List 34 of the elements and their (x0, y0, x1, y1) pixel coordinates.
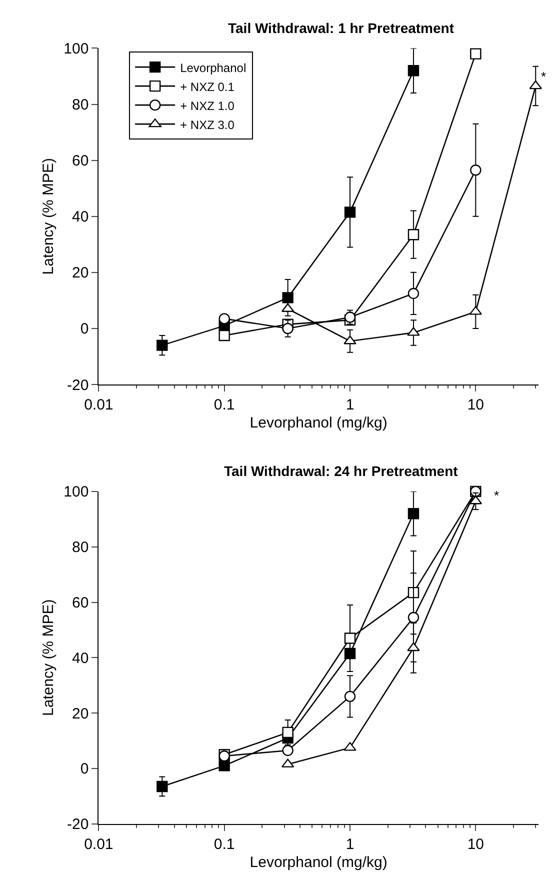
x-tick-label: 0.01 (84, 396, 114, 414)
x-tick-label: 10 (467, 396, 484, 414)
x-tick-label: 1 (346, 396, 354, 414)
y-tick-label: 80 (72, 96, 89, 114)
chart-title: Tail Withdrawal: 1 hr Pretreatment (228, 20, 454, 36)
y-tick-label: 80 (72, 539, 89, 556)
text: * (541, 69, 546, 84)
legend-label: Levorphanol (180, 60, 246, 75)
y-tick-label: 40 (72, 208, 89, 226)
y-axis-title: Latency (% MPE) (40, 158, 57, 275)
x-tick-label: 0.01 (84, 836, 114, 853)
x-tick-label: 1 (346, 836, 354, 853)
y-tick-label: 20 (72, 264, 89, 282)
x-axis-title: Levorphanol (mg/kg) (250, 414, 388, 432)
y-tick-label: 0 (80, 760, 89, 778)
y-tick-label: 100 (64, 40, 89, 58)
annotation: * (494, 488, 500, 503)
x-tick-label: 0.1 (214, 396, 235, 414)
legend-label: + NXZ 3.0 (180, 118, 235, 132)
x-tick-label: 0.1 (214, 836, 235, 853)
y-tick-label: 60 (72, 594, 89, 612)
y-tick-label: 20 (72, 705, 89, 722)
legend-label: + NXZ 1.0 (180, 98, 235, 113)
x-axis-title: Levorphanol (mg/kg) (250, 854, 388, 871)
y-tick-label: 0 (80, 320, 89, 338)
y-tick-label: 40 (72, 650, 89, 667)
x-tick-label: 10 (467, 836, 484, 853)
legend-label: + NXZ 0.1 (180, 80, 235, 94)
y-tick-label: 60 (72, 152, 89, 170)
chart-title: Tail Withdrawal: 24 hr Pretreatment (224, 463, 458, 479)
y-axis-title: Latency (% MPE) (40, 599, 57, 716)
y-tick-label: -20 (66, 376, 89, 394)
y-tick-label: 100 (64, 484, 89, 501)
y-tick-label: -20 (66, 816, 89, 834)
